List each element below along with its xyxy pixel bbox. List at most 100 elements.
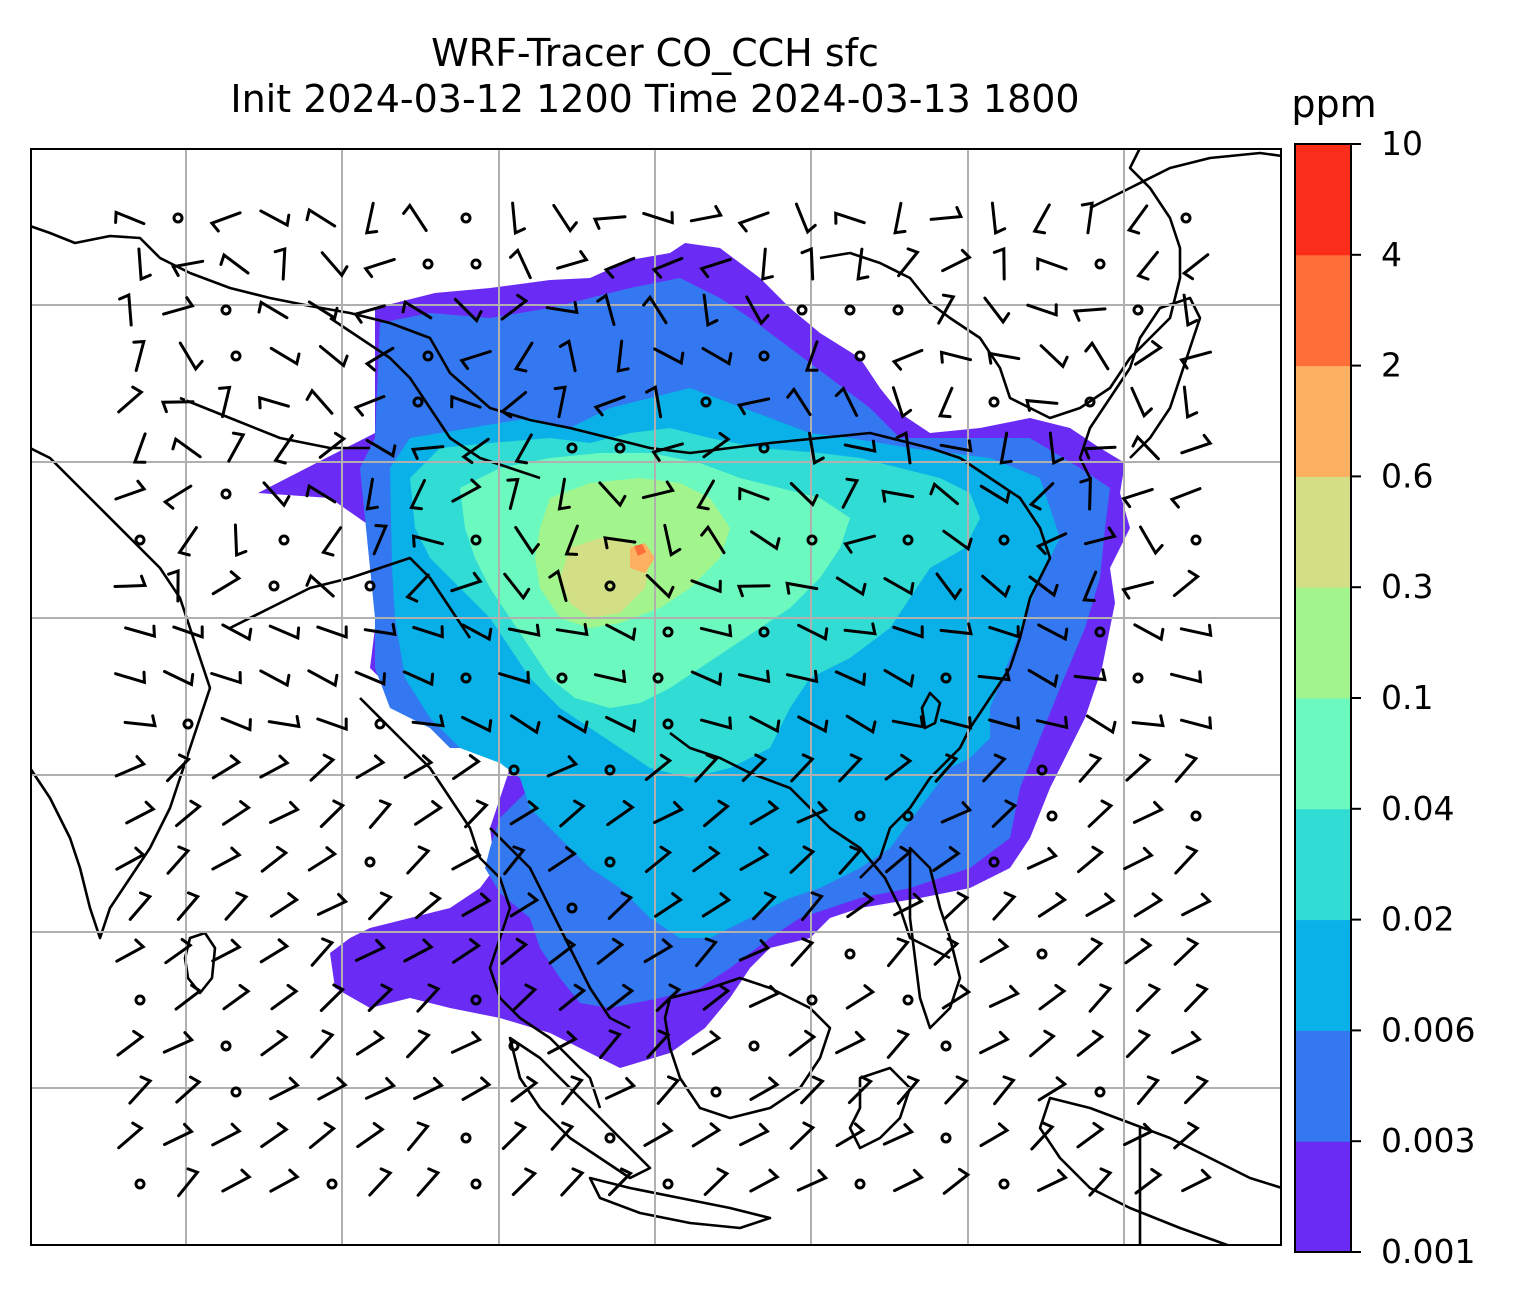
wind-barb xyxy=(800,1075,825,1105)
wind-barb xyxy=(988,984,1021,1008)
wind-barb xyxy=(269,1076,300,1101)
calm-wind-marker xyxy=(998,534,1010,546)
wind-barb xyxy=(847,1075,874,1105)
calm-wind-marker xyxy=(220,304,232,316)
colorbar-segment xyxy=(1295,144,1351,256)
calm-wind-marker xyxy=(940,1040,952,1052)
wind-barb xyxy=(550,1121,575,1151)
wind-barb xyxy=(1036,256,1068,271)
wind-barb xyxy=(1088,1167,1113,1197)
wind-barb xyxy=(1131,434,1160,461)
wind-barb xyxy=(125,800,156,825)
wind-barb xyxy=(663,523,682,557)
calm-wind-marker xyxy=(604,764,616,776)
wind-barb xyxy=(1037,892,1068,918)
wind-barb xyxy=(174,983,203,1011)
calm-wind-marker xyxy=(662,1178,674,1190)
wind-barb xyxy=(451,846,482,871)
wind-barb xyxy=(498,670,530,685)
wind-barb xyxy=(162,1031,195,1054)
wind-barb xyxy=(643,1122,674,1147)
wind-barb xyxy=(881,489,915,503)
wind-barb xyxy=(606,800,635,827)
wind-barb xyxy=(115,938,146,963)
calm-wind-marker xyxy=(470,1178,482,1190)
wind-barb xyxy=(702,983,731,1011)
wind-barb xyxy=(808,431,825,466)
wind-barb xyxy=(414,800,444,826)
wind-barb xyxy=(940,716,973,730)
wind-barb xyxy=(1035,715,1069,730)
wind-barb xyxy=(856,247,870,281)
wind-barb xyxy=(553,385,567,419)
wind-barb xyxy=(1184,1075,1210,1105)
wind-barb xyxy=(461,1076,492,1101)
wind-barb xyxy=(499,391,528,419)
wind-barb xyxy=(645,574,675,599)
wind-barb xyxy=(260,845,289,873)
colorbar-ticks xyxy=(1351,143,1361,1253)
wind-barb xyxy=(560,1167,585,1197)
wind-barb xyxy=(893,201,907,235)
wind-barb xyxy=(461,715,493,733)
calm-wind-marker xyxy=(700,396,712,408)
wind-barb xyxy=(365,438,397,458)
calm-wind-marker xyxy=(806,534,818,546)
colorbar-segment xyxy=(1295,698,1351,810)
wind-barb xyxy=(500,293,529,321)
wind-barb xyxy=(843,534,876,554)
wind-barb xyxy=(407,1121,430,1152)
wind-barb xyxy=(270,983,299,1011)
wind-barb xyxy=(1085,714,1117,735)
calm-wind-marker xyxy=(508,764,520,776)
wind-barb xyxy=(737,211,770,233)
wind-barb xyxy=(934,753,959,783)
wind-barb xyxy=(1136,1075,1161,1105)
wind-barb xyxy=(786,386,812,417)
wind-barb xyxy=(355,754,386,779)
wind-barb xyxy=(114,670,146,685)
wind-barb xyxy=(736,584,771,598)
wind-barb xyxy=(1028,482,1055,511)
wind-barb xyxy=(115,846,146,871)
calm-wind-marker xyxy=(940,1132,952,1144)
wind-barb xyxy=(845,984,876,1010)
wind-barb xyxy=(318,345,349,368)
calm-wind-marker xyxy=(902,534,914,546)
calm-wind-marker xyxy=(940,672,952,684)
wind-barb xyxy=(546,755,579,778)
colorbar-segment xyxy=(1295,254,1351,367)
wind-barb xyxy=(510,1075,539,1103)
colorbar-labels: 0.001 0.003 0.006 0.02 0.04 0.1 0.3 0.6 2 4 10 xyxy=(1381,124,1475,1271)
border-internal-2 xyxy=(229,556,472,639)
wind-barb xyxy=(1082,445,1117,460)
wind-barb xyxy=(1184,983,1209,1013)
wind-barb xyxy=(654,892,684,918)
calm-wind-marker xyxy=(796,304,808,316)
wind-barb xyxy=(364,346,395,372)
wind-barb xyxy=(211,938,242,963)
calm-wind-marker xyxy=(1190,810,1202,822)
coastline-japan xyxy=(1078,296,1202,479)
colorbar-segment xyxy=(1295,365,1351,477)
wind-barb xyxy=(557,714,589,735)
wind-barb xyxy=(259,669,291,688)
wind-barb xyxy=(885,845,913,874)
wind-barb xyxy=(596,293,616,326)
wind-barb xyxy=(559,799,586,828)
wind-barb xyxy=(450,571,483,593)
wind-barb xyxy=(738,939,771,962)
wind-barb xyxy=(834,386,859,417)
wind-barb xyxy=(605,623,637,642)
wind-barb xyxy=(645,384,663,419)
wind-barb xyxy=(452,938,482,964)
colorbar-segment xyxy=(1295,919,1351,1031)
wind-barb xyxy=(1076,1121,1105,1149)
wind-barb xyxy=(307,669,339,688)
wind-barb xyxy=(1038,983,1067,1011)
calm-wind-marker xyxy=(988,396,1000,408)
wind-barb xyxy=(413,1076,445,1101)
wind-barb xyxy=(353,395,386,417)
wind-barb xyxy=(402,670,435,687)
wind-barb xyxy=(999,431,1013,465)
